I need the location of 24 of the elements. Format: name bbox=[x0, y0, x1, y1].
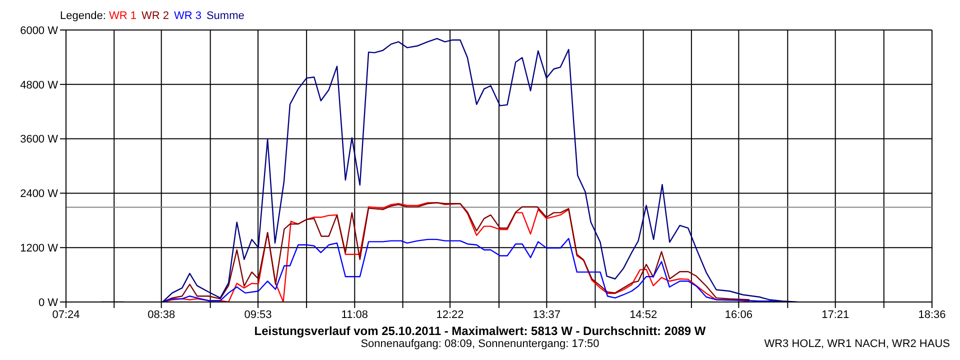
x-tick-label: 14:52 bbox=[630, 308, 658, 321]
text: WR 3 bbox=[174, 10, 202, 22]
y-tick-label: 3600 W bbox=[20, 134, 59, 146]
y-tick-label: 2400 W bbox=[20, 188, 59, 200]
x-tick-label: 17:21 bbox=[822, 308, 850, 321]
x-tick-label: 09:53 bbox=[244, 308, 272, 321]
y-tick-label: 6000 W bbox=[20, 24, 59, 37]
text: Sonnenaufgang: 08:09, Sonnenuntergang: 17:50 bbox=[360, 338, 600, 350]
text: WR 2 bbox=[141, 10, 169, 22]
x-tick-label: 07:24 bbox=[52, 308, 80, 321]
y-tick-label: 4800 W bbox=[20, 79, 59, 92]
legend-title: Legende: bbox=[60, 10, 107, 22]
text: WR3 HOLZ, WR1 NACH, WR2 HAUS bbox=[764, 338, 950, 351]
x-tick-label: 11:08 bbox=[341, 308, 368, 321]
x-tick-label: 13:37 bbox=[532, 308, 560, 321]
x-tick-label: 18:36 bbox=[918, 308, 946, 321]
y-tick-label: 0 W bbox=[38, 296, 59, 309]
text: Leistungsverlauf vom 25.10.2011 - Maximalwert: 5813 W - Durchschnitt: 2089 W bbox=[253, 324, 707, 338]
y-tick-label: 1200 W bbox=[20, 242, 59, 255]
x-tick-label: 16:06 bbox=[724, 308, 752, 321]
x-tick-label: 12:22 bbox=[436, 308, 464, 321]
x-tick-label: 08:38 bbox=[148, 308, 176, 321]
text: WR 1 bbox=[108, 10, 136, 22]
text: Summe bbox=[206, 10, 244, 22]
